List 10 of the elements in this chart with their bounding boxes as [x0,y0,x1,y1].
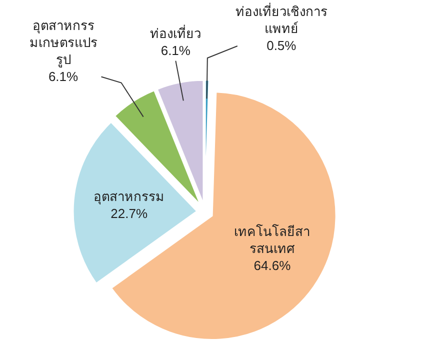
slice-label: ท่องเที่ยวเชิงการแพทย์ [235,3,328,36]
slice-label: ท่องเที่ยว [150,24,202,41]
slice-label: เทคโนโลยีสารสนเทศ [234,224,310,256]
slice-label: อุตสาหกรรม [94,189,165,206]
data-label: 6.1% [160,42,191,58]
data-label: 22.7% [110,206,148,222]
slice-label: อุตสาหกรรมเกษตรแปรรูป [29,18,98,68]
data-label: 6.1% [48,68,79,84]
data-label: 64.6% [254,258,292,273]
data-label: 0.5% [266,38,297,54]
